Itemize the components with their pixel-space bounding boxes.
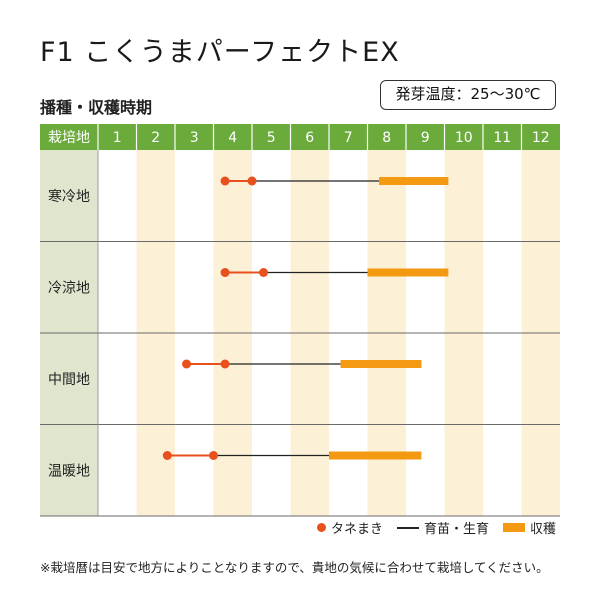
region-cell-1 [40, 150, 98, 242]
harvest-bar-icon [502, 523, 525, 532]
month-label-8: 8 [382, 130, 391, 146]
germination-temperature-badge: 発芽温度：25～30℃ [380, 80, 556, 110]
month-stripe-10 [444, 150, 483, 516]
month-label-9: 9 [421, 130, 430, 146]
month-label-10: 10 [455, 130, 473, 146]
region-label-2: 冷涼地 [48, 280, 90, 296]
month-label-3: 3 [190, 130, 199, 146]
footnote: ※栽培暦は目安で地方によりことなりますので、貴地の気候に合わせて栽培してください… [40, 560, 549, 575]
harvest-bar-2 [367, 268, 449, 277]
legend: タネまき 育苗・生育 収穫 [303, 518, 556, 537]
region-cell-3 [40, 333, 98, 425]
harvest-bar-4 [329, 451, 422, 460]
sowing-end-dot-1 [247, 176, 257, 186]
region-label-3: 中間地 [48, 372, 90, 388]
legend-harvest: 収穫 [502, 518, 556, 537]
sowing-end-dot-3 [220, 359, 230, 369]
header-region-label: 栽培地 [48, 130, 90, 146]
region-cell-2 [40, 241, 98, 333]
month-stripe-12 [521, 150, 560, 516]
page-title: F1 こくうまパーフェクトEX [40, 37, 400, 68]
legend-sowing-label: タネまき [330, 522, 383, 537]
legend-growing-label: 育苗・生育 [423, 522, 489, 537]
month-label-1: 1 [113, 130, 122, 146]
month-label-5: 5 [267, 130, 276, 146]
chart-subtitle: 播種・収穫時期 [40, 98, 153, 117]
region-label-1: 寒冷地 [48, 188, 90, 205]
sowing-start-dot-2 [220, 268, 230, 277]
month-stripe-8 [367, 150, 406, 516]
sowing-end-dot-2 [259, 268, 269, 277]
sowing-start-dot-3 [182, 359, 192, 369]
harvest-bar-1 [379, 177, 449, 185]
month-label-7: 7 [344, 130, 353, 146]
header-bar [40, 124, 560, 150]
sowing-dot-icon [316, 523, 326, 532]
month-stripe-6 [290, 150, 329, 516]
growing-line-icon [396, 526, 419, 529]
month-label-11: 11 [493, 130, 511, 146]
legend-growing: 育苗・生育 [396, 518, 489, 537]
sowing-start-dot-1 [220, 176, 230, 186]
month-label-6: 6 [305, 130, 314, 146]
sowing-end-dot-4 [209, 451, 218, 460]
legend-sowing: タネまき [316, 518, 383, 537]
region-cell-4 [40, 424, 98, 516]
month-label-12: 12 [532, 130, 550, 146]
month-stripe-2 [136, 150, 175, 516]
sowing-start-dot-4 [162, 451, 172, 460]
legend-harvest-label: 収穫 [529, 522, 556, 537]
month-stripe-4 [213, 150, 252, 516]
month-label-2: 2 [151, 130, 160, 146]
region-label-4: 温暖地 [48, 463, 90, 479]
month-label-4: 4 [228, 130, 237, 146]
harvest-bar-3 [340, 360, 422, 368]
